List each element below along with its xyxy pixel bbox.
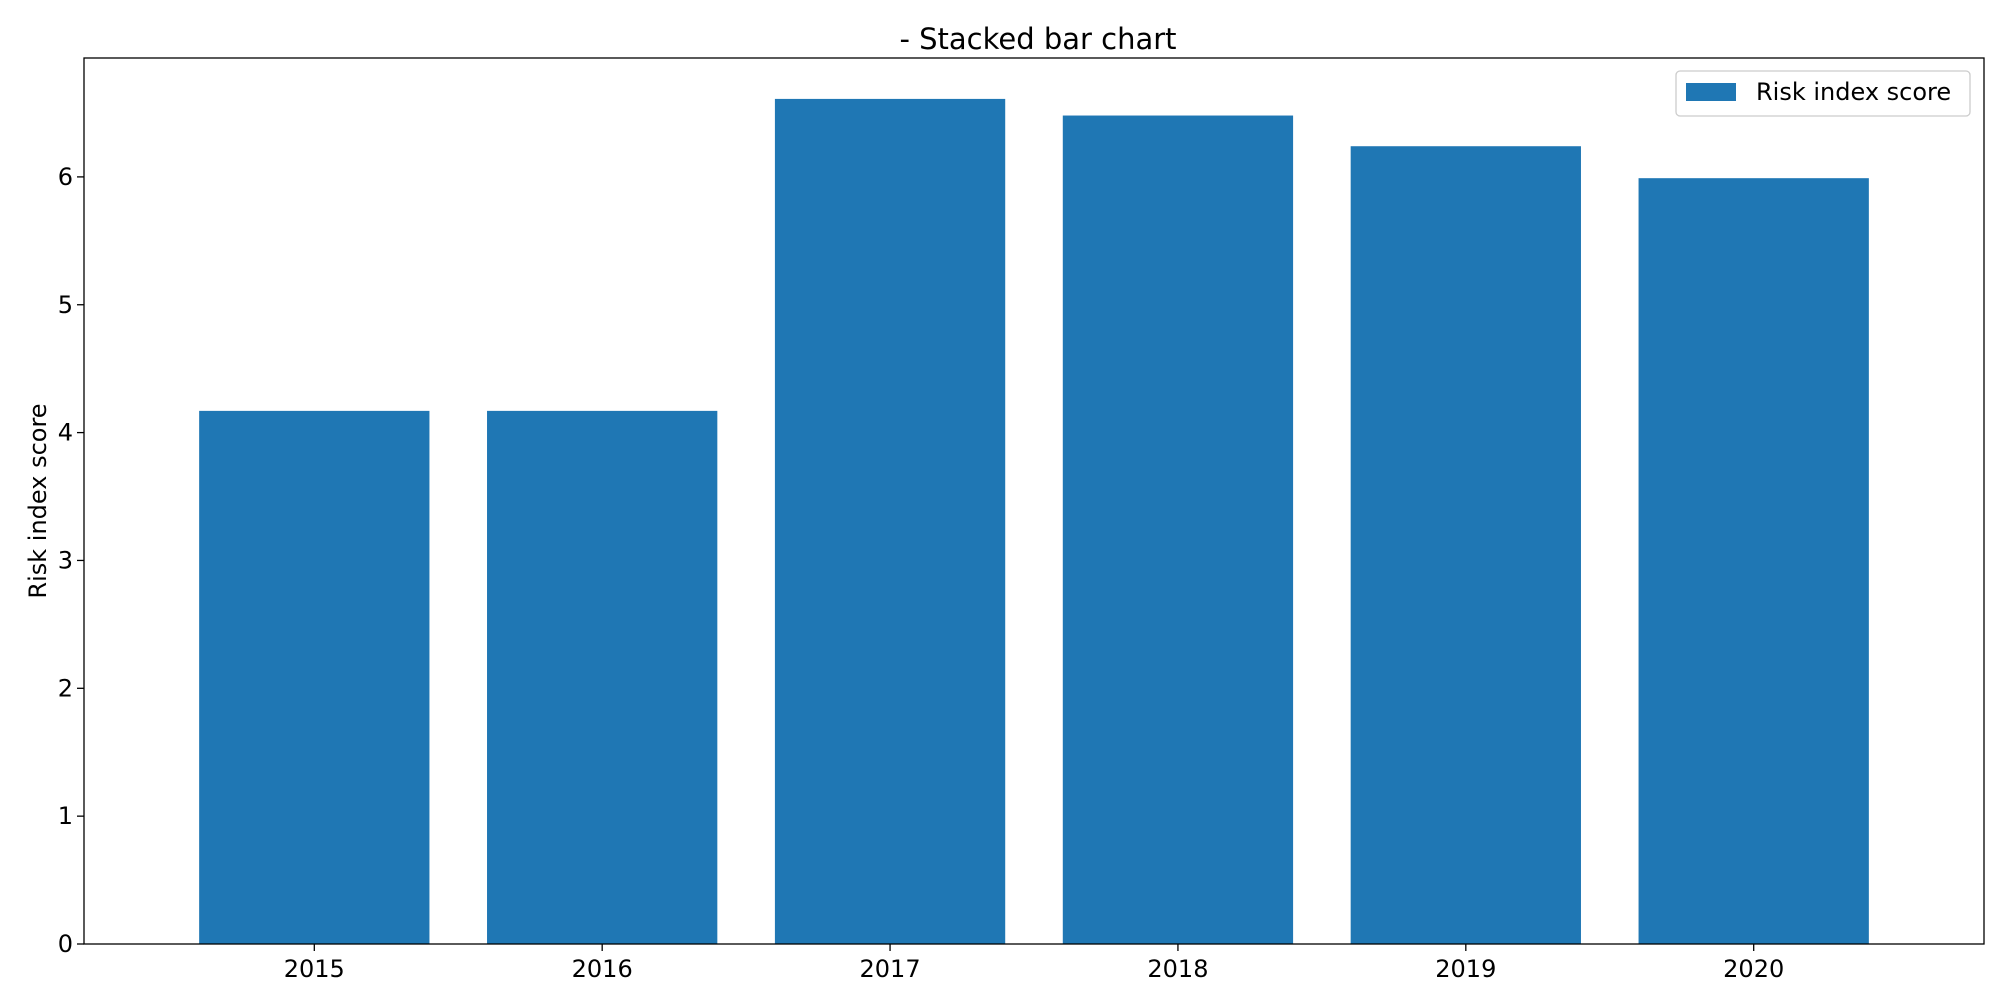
legend-frame — [1675, 70, 1971, 117]
y-tick-label: 0 — [58, 930, 73, 958]
bar-2019 — [1350, 146, 1581, 945]
chart-title: - Stacked bar chart — [899, 22, 1176, 56]
bar-2018 — [1062, 115, 1294, 944]
y-tick-label: 2 — [58, 674, 73, 702]
y-tick-label: 6 — [58, 163, 73, 191]
bar-2017 — [774, 98, 1006, 944]
y-tick-label: 3 — [58, 546, 73, 574]
x-tick-label: 2017 — [860, 955, 921, 983]
bar-2015 — [199, 410, 430, 944]
y-axis-label: Risk index score — [24, 403, 52, 598]
y-tick-label: 1 — [58, 802, 73, 830]
legend-swatch — [1686, 83, 1736, 101]
y-tick-label: 5 — [58, 291, 73, 319]
x-tick-label: 2018 — [1147, 955, 1208, 983]
bar-2016 — [487, 410, 718, 944]
plot-area-frame — [83, 57, 1985, 945]
y-tick-label: 4 — [58, 419, 73, 447]
legend: Risk index score — [1675, 70, 1971, 117]
x-tick-label: 2016 — [572, 955, 633, 983]
bars-group — [199, 98, 1869, 945]
legend-label: Risk index score — [1756, 78, 1951, 106]
y-axis: 0 1 2 3 4 5 6 — [58, 163, 84, 958]
bar-2020 — [1638, 178, 1869, 944]
x-tick-label: 2019 — [1435, 955, 1496, 983]
x-axis: 2015 2016 2017 2018 2019 2020 — [284, 944, 1784, 983]
x-tick-label: 2015 — [284, 955, 345, 983]
x-tick-label: 2020 — [1723, 955, 1784, 983]
